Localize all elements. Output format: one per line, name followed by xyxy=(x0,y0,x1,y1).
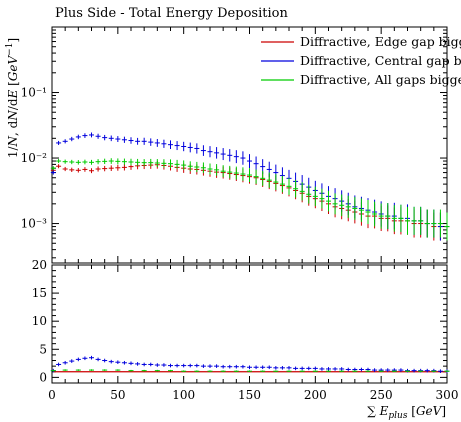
legend-label: Diffractive, All gaps bigge xyxy=(300,72,461,87)
ratio-frame xyxy=(51,264,448,384)
ratio-points xyxy=(50,355,450,373)
y-tick-label: 10⁻¹ xyxy=(21,86,47,100)
series-3 xyxy=(50,158,450,241)
y-tick-label: 10⁻² xyxy=(21,151,48,165)
ratio-y-tick-label: 0 xyxy=(39,370,47,384)
ratio-panel: 0 5 10 15 20 0 50 100 150 200 250 300 ∑ Eplus [GeV… xyxy=(32,258,459,421)
main-y-axis-label: 1/N, dN/dE [GeV−1] xyxy=(5,38,20,158)
ratio-y-axis: 0 5 10 15 20 xyxy=(32,258,447,384)
x-tick-label: 250 xyxy=(370,388,393,402)
legend: Diffractive, Edge gap bigg Diffractive, C… xyxy=(261,34,461,87)
main-points xyxy=(50,132,450,241)
series-2 xyxy=(50,132,450,241)
ratio-series-2 xyxy=(50,355,450,373)
ratio-y-tick-label: 5 xyxy=(39,342,47,356)
legend-label: Diffractive, Edge gap bigg xyxy=(300,34,461,49)
chart-title: Plus Side - Total Energy Deposition xyxy=(55,6,288,21)
x-tick-label: 300 xyxy=(436,388,459,402)
x-tick-label: 50 xyxy=(110,388,125,402)
x-tick-label: 100 xyxy=(172,388,195,402)
y-tick-label: 10⁻³ xyxy=(21,217,48,231)
legend-label: Diffractive, Central gap bi xyxy=(300,53,461,68)
ratio-y-tick-label: 15 xyxy=(32,286,47,300)
ratio-series-3 xyxy=(50,369,450,372)
ratio-y-tick-label: 20 xyxy=(32,258,47,272)
main-panel: 10⁻¹ 10⁻² 10⁻³ 1/N, dN/dE [GeV−1] Diffract… xyxy=(5,26,461,264)
ratio-y-tick-label: 10 xyxy=(32,314,47,328)
series-1 xyxy=(50,160,450,241)
x-tick-label: 0 xyxy=(48,388,56,402)
x-tick-label: 150 xyxy=(238,388,261,402)
x-tick-label: 200 xyxy=(304,388,327,402)
x-axis-label: ∑ Eplus [GeV] xyxy=(367,404,446,421)
ratio-x-axis: 0 50 100 150 200 250 300 xyxy=(48,265,458,402)
main-x-ticks xyxy=(51,27,448,263)
main-y-axis: 10⁻¹ 10⁻² 10⁻³ xyxy=(21,26,447,259)
